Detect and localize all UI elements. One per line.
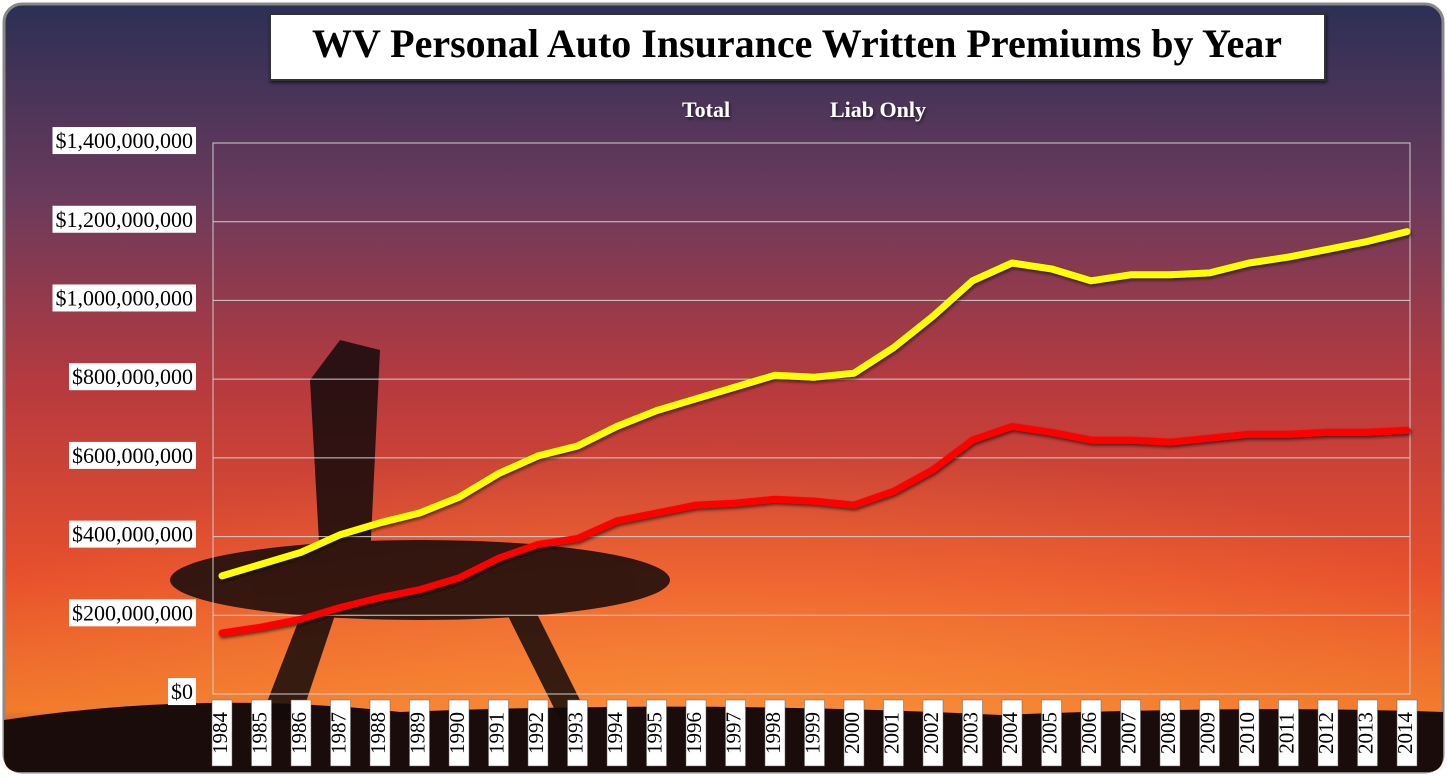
series-line: [218, 228, 1411, 580]
x-tick-label-bg: [330, 699, 351, 767]
x-tick-label: 1986: [287, 712, 311, 754]
x-tick-label-bg: [725, 699, 746, 767]
y-tick-label: $1,200,000,000: [56, 207, 194, 232]
x-tick-label: 2004: [998, 712, 1022, 755]
x-tick-label-bg: [883, 699, 904, 767]
y-tick-label-bg: [168, 678, 196, 706]
x-tick-label-bg: [962, 699, 983, 767]
y-tick-label: $600,000,000: [72, 443, 193, 468]
x-tick-label-bg: [369, 699, 391, 767]
y-tick-label-bg: [69, 441, 196, 469]
y-tick-label-bg: [52, 284, 196, 312]
chart-title: WV Personal Auto Insurance Written Premi…: [312, 21, 1282, 66]
x-tick-label-bg: [1001, 699, 1023, 767]
x-tick-label-bg: [804, 699, 825, 767]
y-tick-label: $1,400,000,000: [56, 128, 194, 153]
x-tick-label: 1990: [445, 712, 469, 754]
x-tick-label-bg: [1120, 699, 1141, 767]
x-tick-label: 2006: [1077, 712, 1101, 754]
x-tick-label-bg: [1238, 699, 1260, 767]
x-tick-label: 1997: [721, 712, 745, 754]
x-tick-label: 1989: [405, 712, 429, 754]
x-tick-label: 1994: [603, 712, 627, 755]
x-tick-label: 2008: [1156, 712, 1180, 754]
x-tick-label: 2005: [1037, 712, 1061, 754]
x-tick-label: 2014: [1393, 712, 1417, 755]
x-tick-label: 1999: [800, 712, 824, 754]
x-tick-label: 2000: [840, 712, 864, 754]
x-tick-label-bg: [527, 699, 549, 767]
x-tick-label: 2007: [1116, 712, 1140, 754]
series-line: [218, 422, 1411, 637]
x-tick-label: 1998: [761, 712, 785, 754]
x-tick-label-bg: [685, 699, 707, 767]
x-tick-label: 1991: [484, 712, 508, 754]
x-tick-label-bg: [409, 699, 430, 767]
y-tick-label-bg: [69, 363, 196, 391]
x-tick-label-bg: [1041, 699, 1062, 767]
x-tick-label: 2010: [1235, 712, 1259, 754]
telescope: [170, 340, 670, 720]
x-tick-label: 2013: [1353, 712, 1377, 754]
y-tick-label-bg: [52, 205, 196, 233]
x-tick-label-bg: [251, 699, 272, 767]
x-tick-label-bg: [1317, 699, 1339, 767]
x-tick-label-bg: [606, 699, 628, 767]
y-tick-label-bg: [52, 127, 196, 155]
x-tick-label: 2003: [958, 712, 982, 754]
x-tick-label: 1996: [682, 712, 706, 754]
legend-label: Liab Only: [830, 97, 926, 122]
y-tick-label-bg: [69, 599, 196, 627]
x-tick-label: 1993: [563, 712, 587, 754]
x-tick-label: 2011: [1274, 712, 1298, 753]
legend-label: Total: [682, 97, 730, 122]
x-tick-label: 2009: [1195, 712, 1219, 754]
x-tick-label-bg: [1159, 699, 1181, 767]
x-tick-label: 1985: [247, 712, 271, 754]
x-tick-label: 2001: [879, 712, 903, 754]
x-tick-label: 2002: [919, 712, 943, 754]
x-tick-label-bg: [764, 699, 786, 767]
y-tick-label: $400,000,000: [72, 522, 193, 547]
x-tick-label-bg: [567, 699, 588, 767]
y-tick-label: $1,000,000,000: [56, 285, 194, 310]
x-tick-label-bg: [448, 699, 470, 767]
x-tick-label: 1988: [366, 712, 390, 754]
x-tick-label-bg: [488, 699, 509, 767]
x-tick-label-bg: [1080, 699, 1102, 767]
x-tick-label-bg: [1357, 699, 1378, 767]
x-tick-label: 1984: [208, 712, 232, 755]
y-tick-label: $200,000,000: [72, 600, 193, 625]
x-tick-label: 2012: [1314, 712, 1338, 754]
x-tick-label-bg: [646, 699, 667, 767]
y-tick-label-bg: [69, 520, 196, 548]
x-tick-label-bg: [1278, 699, 1299, 767]
x-tick-label-bg: [922, 699, 944, 767]
x-tick-label: 1992: [524, 712, 548, 754]
x-tick-label: 1995: [642, 712, 666, 754]
x-tick-label-bg: [843, 699, 865, 767]
glow: [4, 300, 1443, 770]
x-tick-label-bg: [1199, 699, 1220, 767]
x-tick-label-bg: [1396, 699, 1418, 767]
x-tick-label: 1987: [326, 712, 350, 754]
x-tick-label-bg: [211, 699, 233, 767]
x-tick-label-bg: [290, 699, 312, 767]
y-tick-label: $0: [171, 679, 193, 704]
y-tick-label: $800,000,000: [72, 364, 193, 389]
title-box: [269, 13, 1326, 81]
